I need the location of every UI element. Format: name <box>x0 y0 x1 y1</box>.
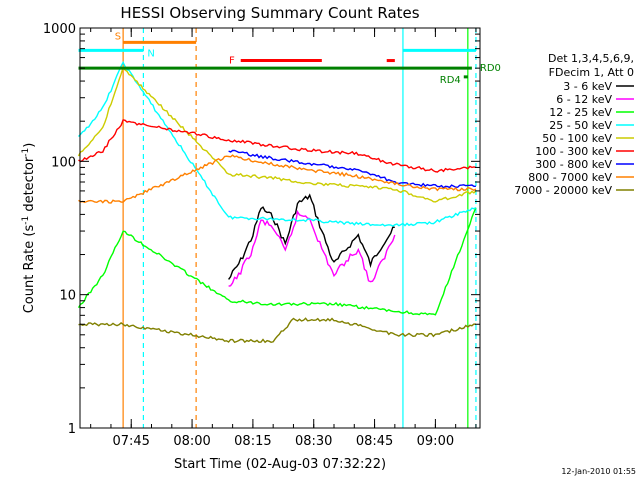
legend-entry-label: 7000 - 20000 keV <box>514 184 612 197</box>
legend-entry-label: 25 - 50 keV <box>549 119 612 132</box>
x-tick-label: 07:45 <box>112 434 149 449</box>
series-line <box>228 149 476 189</box>
y-tick-label: 10 <box>59 289 76 304</box>
series-line <box>77 207 477 316</box>
legend: Det 1,3,4,5,6,9,FDecim 1, Att 03 - 6 keV… <box>514 52 634 197</box>
chart-title: HESSI Observing Summary Count Rates <box>120 4 419 22</box>
x-axis-label: Start Time (02-Aug-03 07:32:22) <box>174 457 386 472</box>
series-line <box>228 193 395 280</box>
legend-header: Det 1,3,4,5,6,9, <box>548 52 634 65</box>
flag-label: RD4 <box>440 75 461 86</box>
legend-entry-label: 3 - 6 keV <box>563 80 612 93</box>
x-tick-label: 08:00 <box>173 434 210 449</box>
series-line <box>77 65 477 203</box>
series-line <box>78 119 477 173</box>
plot-frame <box>79 27 481 429</box>
legend-header: FDecim 1, Att 0 <box>549 66 634 79</box>
flag-bars: S N F RD0 RD4 <box>78 31 501 86</box>
x-tick-label: 09:00 <box>417 434 454 449</box>
legend-entry-label: 6 - 12 keV <box>556 93 612 106</box>
flag-label: S <box>115 31 121 42</box>
y-axis-label: Count Rate (s-1 detector-1) <box>21 143 37 314</box>
x-tick-label: 08:45 <box>356 434 393 449</box>
x-tick-label: 08:30 <box>295 434 332 449</box>
x-tick-label: 08:15 <box>234 434 271 449</box>
legend-entry-label: 12 - 25 keV <box>549 106 612 119</box>
plot-area <box>77 28 477 428</box>
series-line <box>78 154 477 204</box>
legend-entry-label: 300 - 800 keV <box>535 158 612 171</box>
flag-label: F <box>229 56 235 67</box>
timestamp-label: 12-Jan-2010 01:55 <box>561 467 636 476</box>
axes: 1 10 100 1000 07:45 08:00 08:15 08:30 08:45 09:00 <box>43 22 481 449</box>
series-line <box>228 209 396 287</box>
series-line <box>78 317 476 344</box>
y-tick-label: 100 <box>51 155 76 170</box>
y-tick-label: 1000 <box>43 22 76 37</box>
y-tick-label: 1 <box>68 422 76 437</box>
legend-entry-label: 100 - 300 keV <box>535 145 612 158</box>
series-line <box>77 60 477 227</box>
legend-entry-label: 800 - 7000 keV <box>528 171 612 184</box>
legend-entry-label: 50 - 100 keV <box>542 132 612 145</box>
flag-label: RD0 <box>480 63 501 74</box>
flag-label: N <box>147 48 154 59</box>
